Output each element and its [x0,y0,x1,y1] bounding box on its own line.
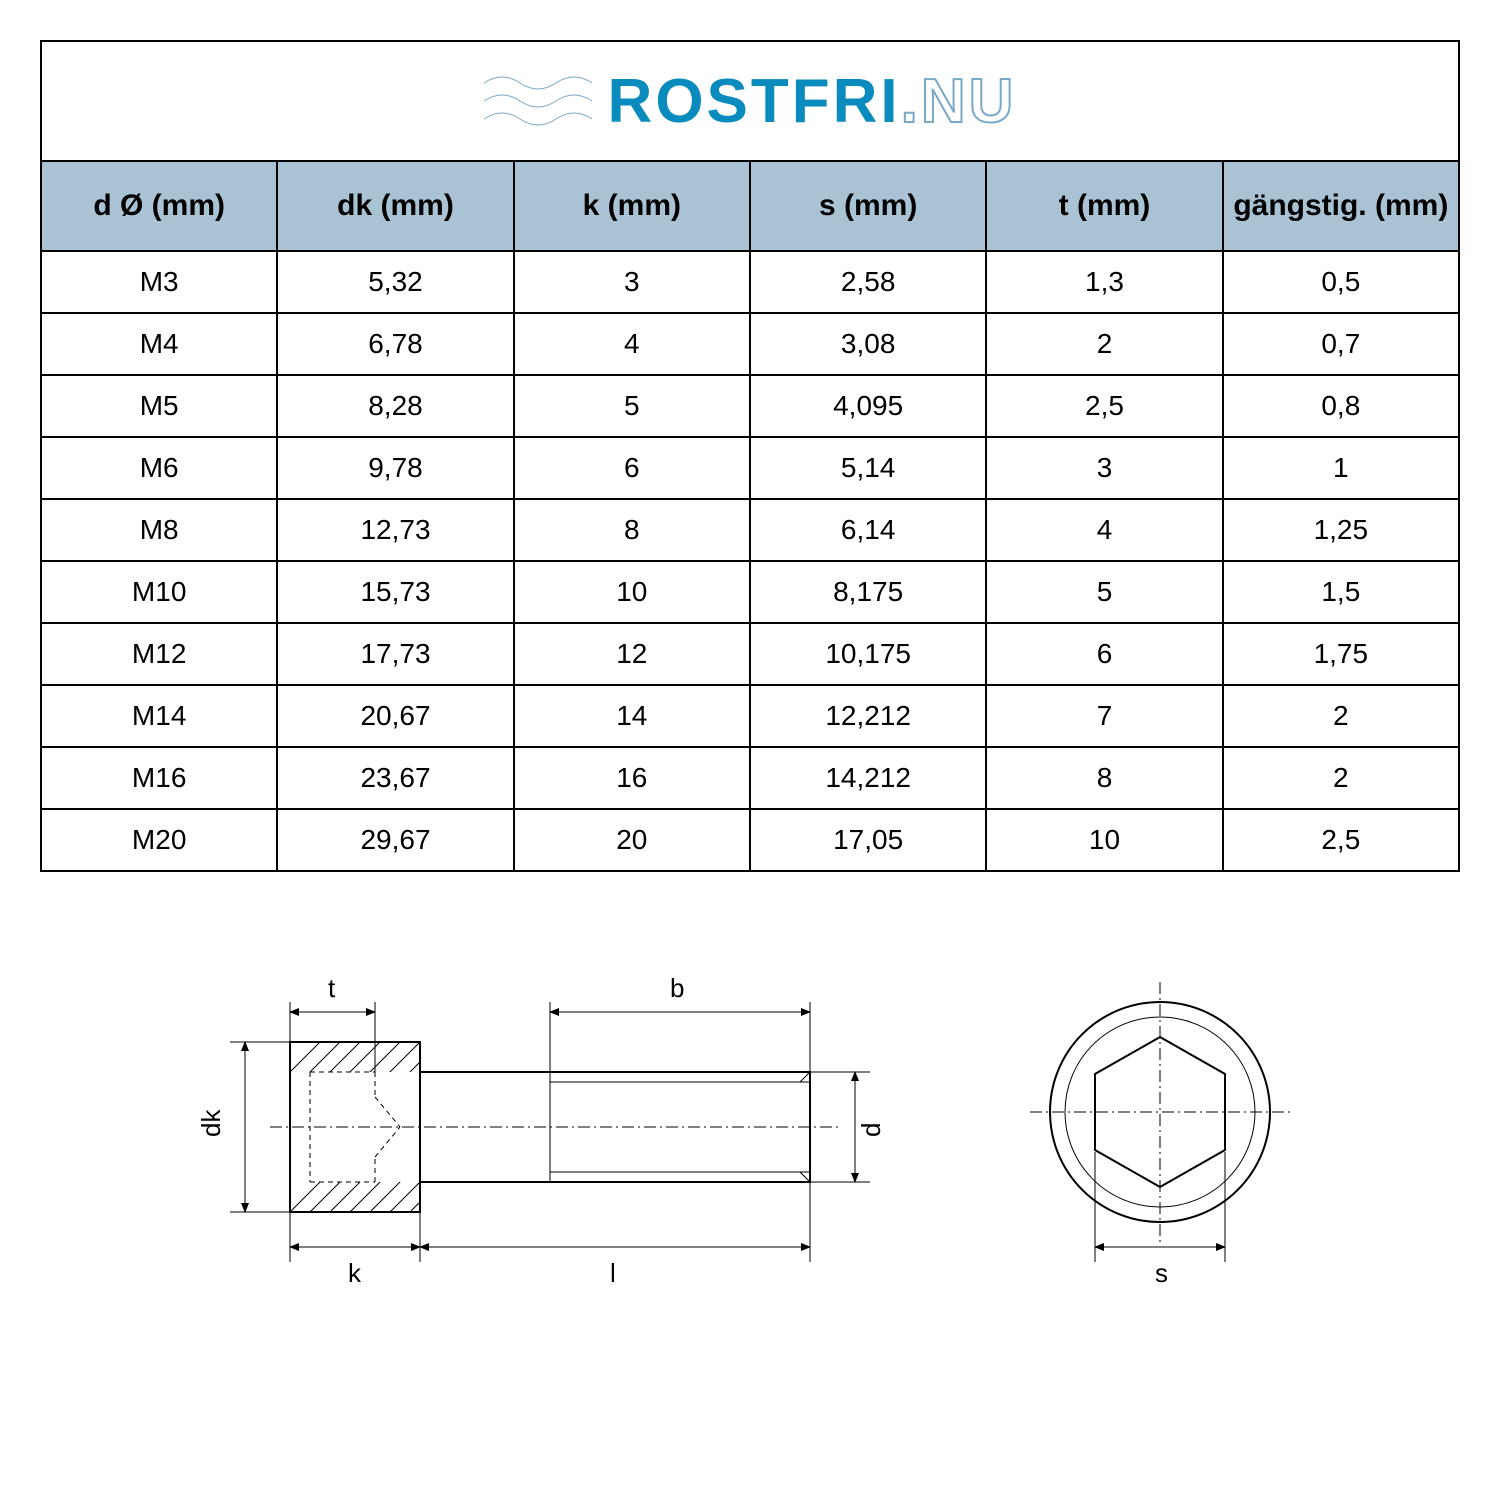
table-cell: 2 [1223,685,1459,747]
table-cell: 5,32 [277,251,513,313]
label-d: d [856,1123,886,1137]
table-cell: 2,5 [986,375,1222,437]
table-cell: 14 [514,685,750,747]
table-cell: 8 [986,747,1222,809]
table-cell: 5 [986,561,1222,623]
header-row: d Ø (mm) dk (mm) k (mm) s (mm) t (mm) gä… [41,161,1459,251]
table-cell: 6,78 [277,313,513,375]
table-cell: 2 [986,313,1222,375]
table-row: M46,7843,0820,7 [41,313,1459,375]
table-cell: M20 [41,809,277,871]
label-l: l [610,1258,616,1288]
table-cell: 3,08 [750,313,986,375]
spec-table: ROSTFRI.NU d Ø (mm) dk (mm) k (mm) s (mm… [40,40,1460,872]
table-cell: M16 [41,747,277,809]
table-cell: 2,58 [750,251,986,313]
table-cell: M8 [41,499,277,561]
table-cell: 4 [514,313,750,375]
table-cell: 17,73 [277,623,513,685]
logo-row: ROSTFRI.NU [41,41,1459,161]
table-row: M35,3232,581,30,5 [41,251,1459,313]
table-cell: 15,73 [277,561,513,623]
content-wrap: ROSTFRI.NU d Ø (mm) dk (mm) k (mm) s (mm… [40,40,1460,1302]
table-cell: M3 [41,251,277,313]
waves-icon [484,71,594,131]
table-cell: 2,5 [1223,809,1459,871]
table-cell: 12,212 [750,685,986,747]
table-cell: 4,095 [750,375,986,437]
table-cell: 12 [514,623,750,685]
label-b: b [670,973,684,1003]
brand-text-2: .NU [901,67,1017,136]
label-dk: dk [196,1109,226,1137]
table-cell: 23,67 [277,747,513,809]
diagram-area: t b dk d k l [40,942,1460,1302]
table-cell: 7 [986,685,1222,747]
table-cell: 5,14 [750,437,986,499]
table-cell: 17,05 [750,809,986,871]
table-row: M1420,671412,21272 [41,685,1459,747]
table-cell: 1,5 [1223,561,1459,623]
table-cell: 8 [514,499,750,561]
table-cell: M12 [41,623,277,685]
table-cell: M14 [41,685,277,747]
table-row: M58,2854,0952,50,8 [41,375,1459,437]
table-row: M812,7386,1441,25 [41,499,1459,561]
table-cell: M4 [41,313,277,375]
label-s: s [1155,1258,1168,1288]
table-row: M1217,731210,17561,75 [41,623,1459,685]
brand-text-1: ROSTFRI [608,67,901,136]
table-cell: 3 [986,437,1222,499]
table-cell: 29,67 [277,809,513,871]
col-gang: gängstig. (mm) [1223,161,1459,251]
label-t: t [328,973,336,1003]
label-k: k [348,1258,362,1288]
col-k: k (mm) [514,161,750,251]
table-cell: 0,7 [1223,313,1459,375]
bolt-side-view: t b dk d k l [190,942,910,1302]
table-cell: 6,14 [750,499,986,561]
table-cell: 14,212 [750,747,986,809]
table-cell: 8,28 [277,375,513,437]
table-body: M35,3232,581,30,5M46,7843,0820,7M58,2854… [41,251,1459,871]
table-cell: M6 [41,437,277,499]
table-row: M1015,73108,17551,5 [41,561,1459,623]
table-cell: 1,25 [1223,499,1459,561]
table-cell: 8,175 [750,561,986,623]
table-cell: 5 [514,375,750,437]
table-cell: 1,75 [1223,623,1459,685]
col-d: d Ø (mm) [41,161,277,251]
col-t: t (mm) [986,161,1222,251]
table-cell: M5 [41,375,277,437]
table-cell: 6 [514,437,750,499]
table-row: M69,7865,1431 [41,437,1459,499]
bolt-front-view: s [1010,942,1310,1302]
col-dk: dk (mm) [277,161,513,251]
table-row: M2029,672017,05102,5 [41,809,1459,871]
table-cell: 9,78 [277,437,513,499]
table-row: M1623,671614,21282 [41,747,1459,809]
table-cell: 0,8 [1223,375,1459,437]
table-cell: 4 [986,499,1222,561]
table-cell: 1,3 [986,251,1222,313]
table-cell: 20,67 [277,685,513,747]
brand-logo: ROSTFRI.NU [484,66,1017,137]
table-cell: 12,73 [277,499,513,561]
table-cell: 1 [1223,437,1459,499]
table-cell: 20 [514,809,750,871]
table-cell: 16 [514,747,750,809]
col-s: s (mm) [750,161,986,251]
table-cell: 10,175 [750,623,986,685]
table-cell: 3 [514,251,750,313]
table-cell: 10 [986,809,1222,871]
table-cell: 2 [1223,747,1459,809]
table-cell: 6 [986,623,1222,685]
table-cell: 0,5 [1223,251,1459,313]
table-cell: 10 [514,561,750,623]
table-cell: M10 [41,561,277,623]
